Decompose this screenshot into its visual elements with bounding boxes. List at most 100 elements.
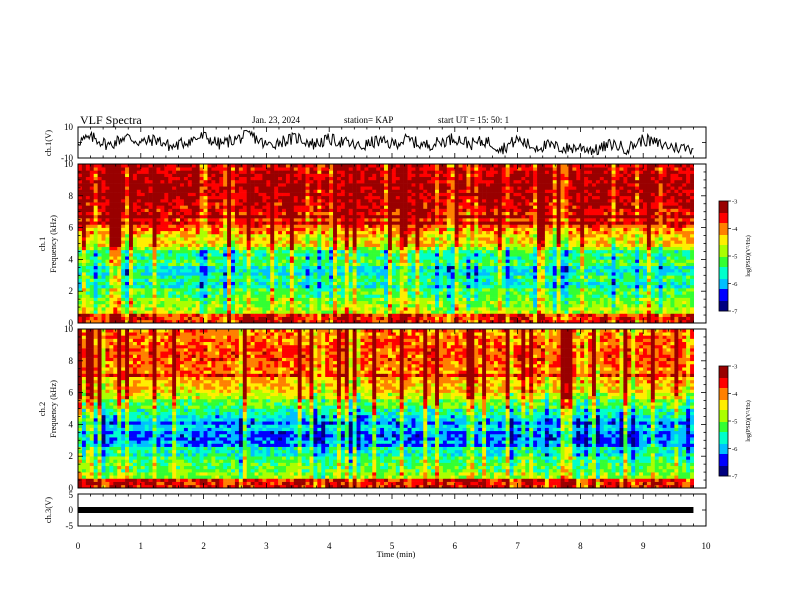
spectrogram-cell bbox=[152, 240, 157, 244]
spectrogram-cell bbox=[544, 243, 550, 247]
spectrogram-cell bbox=[513, 259, 518, 263]
spectrogram-cell bbox=[180, 284, 185, 289]
spectrogram-cell bbox=[329, 253, 334, 257]
spectrogram-cell bbox=[144, 272, 149, 276]
spectrogram-cell bbox=[132, 227, 138, 232]
spectrogram-cell bbox=[148, 319, 153, 324]
spectrogram-cell bbox=[438, 297, 444, 302]
spectrogram-cell bbox=[352, 272, 357, 276]
spectrogram-cell bbox=[642, 265, 648, 270]
spectrogram-cell bbox=[462, 297, 467, 302]
spectrogram-cell bbox=[297, 307, 302, 311]
spectrogram-cell bbox=[136, 281, 142, 286]
spectrogram-cell bbox=[489, 281, 495, 286]
spectrogram-cell bbox=[223, 297, 228, 302]
spectrogram-cell bbox=[333, 243, 338, 247]
spectrogram-cell bbox=[454, 224, 459, 228]
spectrogram-cell bbox=[474, 275, 479, 279]
spectrogram-cell bbox=[360, 259, 365, 263]
spectrogram-cell bbox=[580, 294, 585, 298]
spectrogram-cell bbox=[591, 256, 597, 260]
spectrogram-cell bbox=[474, 272, 479, 276]
spectrogram-cell bbox=[321, 253, 326, 257]
spectrogram-cell bbox=[215, 262, 220, 267]
spectrogram-cell bbox=[521, 313, 526, 317]
spectrogram-cell bbox=[423, 227, 428, 232]
spectrogram-cell bbox=[180, 294, 185, 298]
spectrogram-cell bbox=[180, 300, 185, 305]
spectrogram-cell bbox=[176, 284, 181, 289]
spectrogram-cell bbox=[176, 310, 181, 314]
spectrogram-cell bbox=[690, 319, 695, 324]
spectrogram-cell bbox=[642, 240, 648, 244]
spectrogram-cell bbox=[427, 253, 432, 257]
spectrogram-cell bbox=[639, 259, 644, 263]
spectrogram-cell bbox=[391, 294, 397, 298]
spectrogram-cell bbox=[576, 268, 581, 273]
spectrogram-cell bbox=[262, 319, 267, 324]
spectrogram-cell bbox=[168, 230, 173, 235]
spectrogram-cell bbox=[674, 230, 679, 235]
spectrogram-cell bbox=[588, 240, 593, 244]
spectrogram-cell bbox=[505, 275, 510, 279]
spectrogram-cell bbox=[234, 281, 240, 286]
spectrogram-cell bbox=[195, 246, 200, 251]
spectrogram-cell bbox=[631, 262, 636, 267]
spectrogram-cell bbox=[407, 240, 412, 244]
spectrogram-cell bbox=[183, 284, 189, 289]
spectrogram-cell bbox=[478, 256, 483, 260]
spectrogram-cell bbox=[552, 313, 557, 317]
spectrogram-cell bbox=[309, 227, 314, 232]
spectrogram-cell bbox=[376, 303, 381, 308]
spectrogram-cell bbox=[391, 259, 397, 263]
spectrogram-cell bbox=[317, 253, 322, 257]
spectrogram-cell bbox=[117, 313, 122, 317]
spectrogram-cell bbox=[654, 227, 659, 232]
spectrogram-cell bbox=[493, 256, 499, 260]
spectrogram-cell bbox=[289, 313, 295, 317]
spectrogram-cell bbox=[176, 246, 181, 251]
spectrogram-cell bbox=[548, 275, 554, 279]
spectrogram-cell bbox=[132, 268, 138, 273]
spectrogram-cell bbox=[533, 316, 538, 321]
spectrogram-cell bbox=[132, 294, 138, 298]
spectrogram-cell bbox=[576, 233, 581, 238]
spectrogram-cell bbox=[458, 259, 463, 263]
spectrogram-cell bbox=[474, 303, 479, 308]
spectrogram-cell bbox=[403, 284, 408, 289]
spectrogram-cell bbox=[254, 243, 259, 247]
spectrogram-cell bbox=[686, 310, 691, 314]
spectrogram-cell bbox=[595, 297, 601, 302]
spectrogram-cell bbox=[207, 256, 212, 260]
spectrogram-cell bbox=[329, 272, 334, 276]
spectrogram-cell bbox=[454, 259, 459, 263]
spectrogram-cell bbox=[662, 246, 667, 251]
spectrogram-cell bbox=[234, 303, 240, 308]
spectrogram-cell bbox=[646, 227, 652, 232]
spectrogram-cell bbox=[101, 297, 106, 302]
spectrogram-cell bbox=[462, 268, 467, 273]
spectrogram-cell bbox=[297, 313, 302, 317]
spectrogram-cell bbox=[489, 307, 495, 311]
spectrogram-cell bbox=[180, 303, 185, 308]
spectrogram-cell bbox=[262, 297, 267, 302]
spectrogram-cell bbox=[195, 284, 200, 289]
spectrogram-cell bbox=[623, 278, 628, 282]
spectrogram-cell bbox=[160, 249, 165, 254]
spectrogram-cell bbox=[678, 246, 683, 251]
spectrogram-cell bbox=[419, 237, 424, 241]
spectrogram-cell bbox=[231, 303, 236, 308]
spectrogram-cell bbox=[442, 297, 448, 302]
spectrogram-cell bbox=[391, 253, 397, 257]
spectrogram-cell bbox=[572, 319, 577, 324]
spectrogram-cell bbox=[674, 307, 679, 311]
spectrogram-cell bbox=[407, 243, 412, 247]
spectrogram-cell bbox=[231, 249, 236, 254]
spectrogram-cell bbox=[289, 259, 295, 263]
spectrogram-cell bbox=[509, 253, 514, 257]
spectrogram-cell bbox=[564, 265, 569, 270]
spectrogram-cell bbox=[105, 265, 110, 270]
spectrogram-cell bbox=[219, 243, 224, 247]
spectrogram-cell bbox=[258, 281, 263, 286]
spectrogram-cell bbox=[533, 297, 538, 302]
